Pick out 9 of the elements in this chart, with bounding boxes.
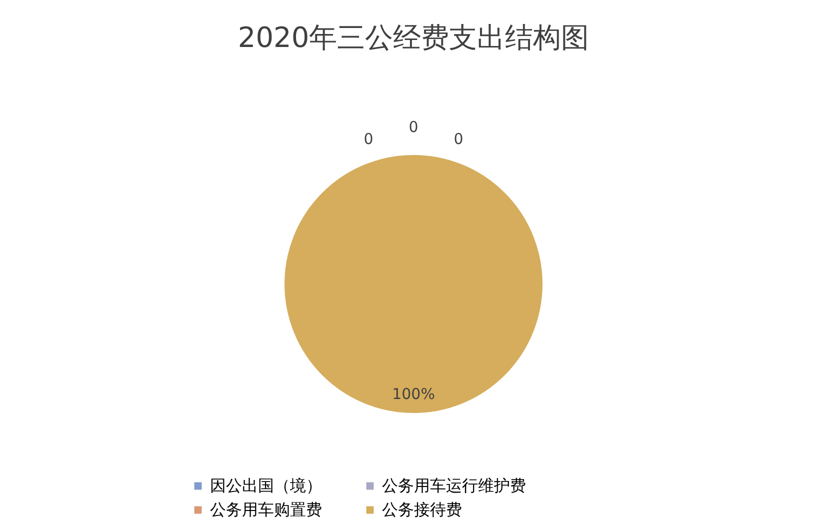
text: 0 [408, 118, 418, 136]
text: 0 [364, 130, 374, 148]
chart-title: 2020年三公经费支出结构图 [238, 21, 590, 54]
legend-label: 公务用车运行维护费 [382, 476, 526, 495]
text: 0 [454, 130, 464, 148]
legend-label: 公务接待费 [382, 500, 462, 519]
legend-label: 因公出国（境） [210, 476, 322, 495]
data-label: 100% [392, 385, 435, 403]
legend-label: 公务用车购置费 [210, 500, 322, 519]
